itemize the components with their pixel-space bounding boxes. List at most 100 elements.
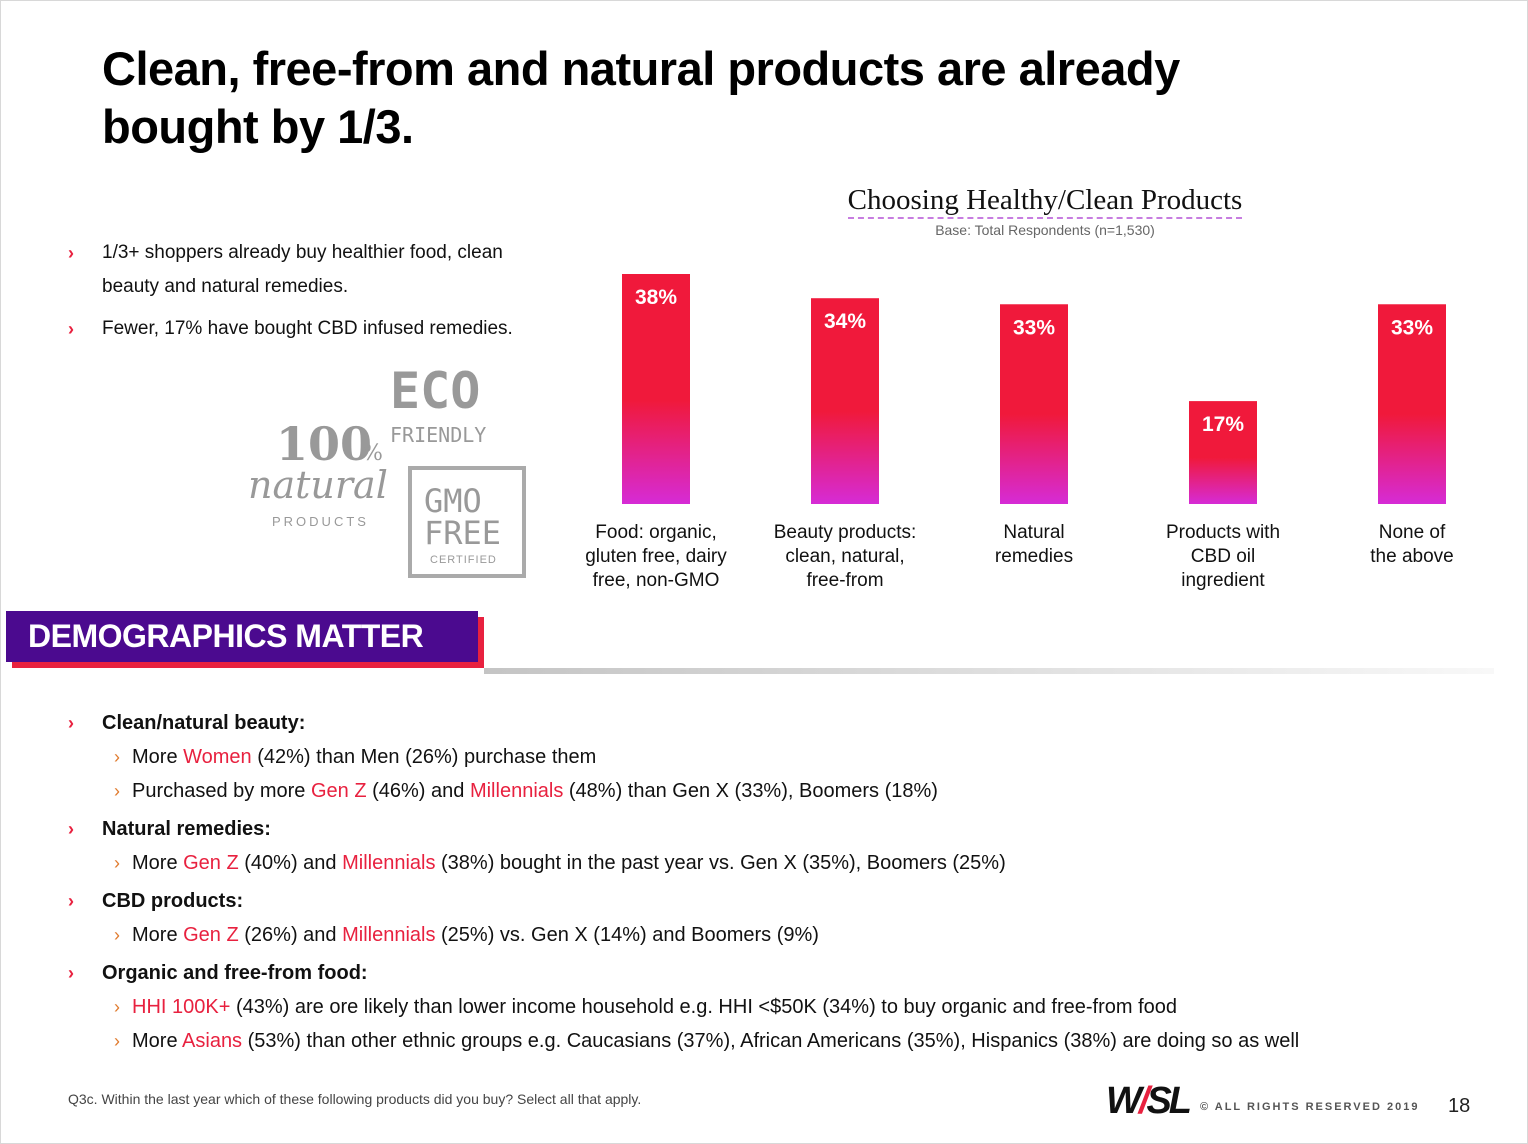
sub-bullet-chevron-icon: › (114, 925, 120, 945)
bullet-chevron-icon: › (68, 713, 74, 733)
bullet-chevron-icon: › (68, 963, 74, 983)
bar-value-label: 33% (1391, 316, 1433, 339)
bar (811, 298, 879, 504)
bar (1189, 401, 1257, 504)
category-label: free-from (806, 570, 883, 591)
highlight-text: Millennials (469, 780, 564, 802)
badge-certified: CERTIFIED (430, 554, 497, 566)
bar-value-label: 38% (635, 286, 677, 309)
demographics-list: › Clean/natural beauty: › More Women (42%) … (62, 702, 1502, 1058)
highlight-text: Millennials (342, 852, 436, 874)
item-text: (26%) and (238, 924, 343, 946)
category-label: free, non-GMO (593, 570, 720, 591)
highlight-text: Asians (182, 1030, 243, 1052)
summary-bullets: › 1/3+ shoppers already buy healthier fo… (62, 236, 532, 354)
demographic-heading: › Clean/natural beauty: (62, 706, 1502, 740)
category-label: Food: organic, (595, 522, 716, 543)
chart-title: Choosing Healthy/Clean Products (760, 184, 1330, 219)
badge-natural: natural (248, 463, 388, 507)
item-text: (42%) than Men (26%) purchase them (251, 746, 597, 768)
demographic-heading-text: Natural remedies: (102, 818, 271, 840)
bullet-chevron-icon: › (68, 819, 74, 839)
demographic-heading: › CBD products: (62, 884, 1502, 918)
highlight-text: Gen Z (310, 780, 367, 802)
sub-bullet-chevron-icon: › (114, 747, 120, 767)
badge-products: PRODUCTS (272, 514, 369, 529)
slide-title: Clean, free-from and natural products ar… (102, 42, 1180, 153)
bullet-chevron-icon: › (68, 891, 74, 911)
demographic-item: › More Gen Z (40%) and Millennials (38%) … (62, 846, 1502, 880)
sub-bullet-chevron-icon: › (114, 997, 120, 1017)
gmo-stamp-border (408, 466, 526, 578)
demographic-item: › HHI 100K+ (43%) are ore likely than low… (62, 990, 1502, 1024)
category-label: Products with (1166, 522, 1280, 543)
highlight-text: Gen Z (183, 924, 239, 946)
item-text: More (132, 852, 184, 874)
banner-text: DEMOGRAPHICS MATTER (6, 611, 478, 662)
badge-gmo: GMO (424, 482, 482, 520)
bar (1000, 304, 1068, 504)
item-text: (25%) vs. Gen X (14%) and Boomers (9%) (435, 924, 819, 946)
summary-bullet: › 1/3+ shoppers already buy healthier fo… (62, 236, 532, 304)
demographic-heading: › Natural remedies: (62, 812, 1502, 846)
highlight-text: Women (183, 746, 252, 768)
highlight-text: Millennials (342, 924, 436, 946)
bar-value-label: 33% (1013, 316, 1055, 339)
item-text: (48%) than Gen X (33%), Boomers (18%) (563, 780, 938, 802)
bar-chart: 38% Food: organic, gluten free, dairy free,… (585, 274, 1454, 591)
category-label: CBD oil (1191, 546, 1255, 567)
sub-bullet-chevron-icon: › (114, 781, 120, 801)
bullet-chevron-icon: › (68, 243, 74, 263)
badge-hundred: 100 (276, 417, 372, 471)
logo-w: W (1106, 1080, 1142, 1122)
sub-bullet-chevron-icon: › (114, 853, 120, 873)
bar (1378, 304, 1446, 504)
item-text: More (132, 746, 184, 768)
badge-free: FREE (424, 514, 501, 552)
summary-bullet: › Fewer, 17% have bought CBD infused rem… (62, 312, 532, 346)
demographic-item: › More Gen Z (26%) and Millennials (25%) … (62, 918, 1502, 952)
badge-friendly: FRIENDLY (390, 423, 486, 447)
chart-title-text: Choosing Healthy/Clean Products (847, 184, 1243, 219)
category-label: Beauty products: (774, 522, 917, 543)
sub-bullet-chevron-icon: › (114, 1031, 120, 1051)
bar-value-label: 34% (824, 310, 866, 333)
item-text: Purchased by more (132, 780, 311, 802)
category-label: gluten free, dairy (585, 546, 727, 567)
badge-eco: ECO (390, 362, 480, 420)
summary-bullet-text: 1/3+ shoppers already buy healthier food… (102, 242, 503, 297)
summary-bullet-text: Fewer, 17% have bought CBD infused remed… (102, 318, 513, 339)
highlight-text: HHI 100K+ (132, 996, 231, 1018)
item-text: More (132, 1030, 183, 1052)
category-label: ingredient (1181, 570, 1265, 591)
copyright: © ALL RIGHTS RESERVED 2019 (1200, 1101, 1420, 1113)
category-label: clean, natural, (785, 546, 904, 567)
item-text: More (132, 924, 184, 946)
demographics-banner: DEMOGRAPHICS MATTER (6, 611, 484, 668)
demographic-item: › Purchased by more Gen Z (46%) and Mille… (62, 774, 1502, 808)
demographic-heading: › Organic and free-from food: (62, 956, 1502, 990)
category-label: remedies (995, 546, 1073, 567)
page-number: 18 (1448, 1095, 1471, 1117)
section-divider (484, 668, 1494, 674)
badge-percent: % (362, 441, 383, 466)
item-text: (38%) bought in the past year vs. Gen X … (435, 852, 1006, 874)
item-text: (53%) than other ethnic groups e.g. Cauc… (242, 1030, 1300, 1052)
logo-slash: / (1138, 1080, 1149, 1122)
eco-badges-image: ECO FRIENDLY 100 % natural PRODUCTS GMO … (248, 362, 526, 578)
demographic-heading-text: Clean/natural beauty: (102, 712, 306, 734)
wsl-logo: W/SL (1106, 1080, 1192, 1123)
demographic-item: › More Women (42%) than Men (26%) purchas… (62, 740, 1502, 774)
highlight-text: Gen Z (183, 852, 239, 874)
category-label: the above (1370, 546, 1453, 567)
chart-subtitle: Base: Total Respondents (n=1,530) (935, 222, 1155, 238)
bar-value-label: 17% (1202, 413, 1244, 436)
demographic-heading-text: Organic and free-from food: (102, 962, 368, 984)
bar (622, 274, 690, 504)
category-label: Natural (1003, 522, 1064, 543)
demographic-item: › More Asians (53%) than other ethnic gro… (62, 1024, 1502, 1058)
category-label: None of (1379, 522, 1446, 543)
footnote: Q3c. Within the last year which of these… (68, 1091, 642, 1107)
item-text: (46%) and (366, 780, 470, 802)
bullet-chevron-icon: › (68, 319, 74, 339)
